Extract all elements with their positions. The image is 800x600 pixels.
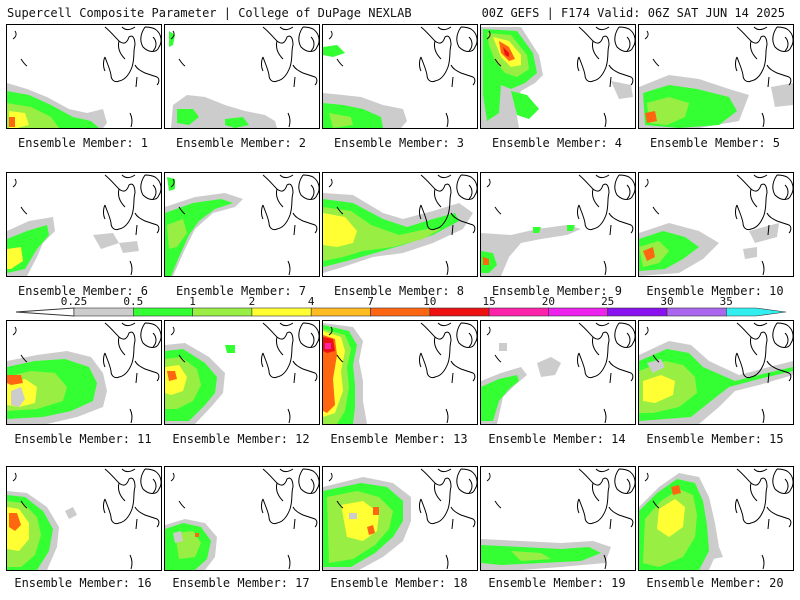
colorbar-bin	[666, 307, 727, 317]
map-panel	[164, 172, 320, 277]
colorbar-tick-label: 30	[660, 295, 674, 308]
colorbar-tick-label: 2	[248, 295, 256, 308]
member-label: Ensemble Member: 5	[649, 136, 781, 150]
member-label: Ensemble Member: 15	[646, 432, 784, 446]
colorbar-bin	[310, 307, 371, 317]
member-label: Ensemble Member: 2	[175, 136, 307, 150]
colorbar-bin	[370, 307, 431, 317]
scp-field-map	[323, 174, 477, 276]
colorbar-bin	[548, 307, 609, 317]
scp-field-map	[639, 468, 793, 570]
colorbar-tick-label: 4	[307, 295, 315, 308]
colorbar-tick-label: 20	[541, 295, 556, 308]
scp-field-map	[165, 322, 319, 424]
scp-field-map	[169, 26, 319, 128]
member-label: Ensemble Member: 8	[333, 284, 465, 298]
member-label: Ensemble Member: 7	[175, 284, 307, 298]
member-label: Ensemble Member: 6	[17, 284, 149, 298]
map-panel	[480, 24, 636, 129]
member-label: Ensemble Member: 9	[491, 284, 623, 298]
colorbar-tick-label: 15	[482, 295, 496, 308]
member-label: Ensemble Member: 3	[333, 136, 465, 150]
map-panel	[164, 466, 320, 571]
colorbar-tick-label: 0.5	[123, 295, 144, 308]
member-label: Ensemble Member: 19	[488, 576, 626, 590]
colorbar-under-tip	[15, 307, 75, 317]
color-scale-bar	[15, 307, 787, 317]
scp-field-map	[7, 468, 161, 570]
member-label: Ensemble Member: 14	[488, 432, 626, 446]
map-panel	[638, 24, 794, 129]
map-panel	[6, 172, 162, 277]
scp-field-map	[7, 26, 161, 128]
map-panel	[6, 466, 162, 571]
map-panel	[6, 320, 162, 425]
colorbar-tick-label: 35	[719, 295, 733, 308]
map-panel	[480, 172, 636, 277]
map-panel	[322, 172, 478, 277]
colorbar-tick-label: 1	[189, 295, 196, 308]
scp-field-map	[481, 174, 635, 276]
map-panel	[322, 466, 478, 571]
chart-title: Supercell Composite Parameter | College …	[7, 6, 412, 20]
map-panel	[322, 24, 478, 129]
map-panel	[164, 320, 320, 425]
member-label: Ensemble Member: 18	[330, 576, 468, 590]
colorbar-bin	[251, 307, 312, 317]
scp-field-map	[639, 174, 793, 276]
member-label: Ensemble Member: 10	[646, 284, 784, 298]
member-label: Ensemble Member: 11	[14, 432, 152, 446]
colorbar-tick-label: 25	[601, 295, 615, 308]
map-panel	[638, 466, 794, 571]
colorbar-tick-label: 10	[423, 295, 437, 308]
scp-field-map	[481, 26, 635, 128]
map-panel	[6, 24, 162, 129]
member-label: Ensemble Member: 12	[172, 432, 310, 446]
colorbar-tick-label: 7	[367, 295, 374, 308]
colorbar-bin	[488, 307, 549, 317]
member-label: Ensemble Member: 1	[17, 136, 149, 150]
scp-field-map	[7, 322, 161, 424]
member-label: Ensemble Member: 4	[491, 136, 623, 150]
scp-field-map	[481, 322, 635, 424]
scp-field-map	[165, 468, 319, 570]
member-label: Ensemble Member: 16	[14, 576, 152, 590]
colorbar-bin	[607, 307, 668, 317]
colorbar-bin	[192, 307, 253, 317]
map-panel	[638, 320, 794, 425]
colorbar-bin	[73, 307, 134, 317]
colorbar-tick-label: 0.25	[60, 295, 88, 308]
map-panel	[480, 466, 636, 571]
member-label: Ensemble Member: 17	[172, 576, 310, 590]
map-panel	[480, 320, 636, 425]
colorbar-bin	[133, 307, 193, 317]
member-label: Ensemble Member: 20	[646, 576, 784, 590]
scp-field-map	[323, 26, 477, 128]
scp-field-map	[639, 322, 793, 424]
valid-time: 00Z GEFS | F174 Valid: 06Z SAT JUN 14 20…	[481, 6, 785, 20]
scp-field-map	[165, 174, 319, 276]
scp-field-map	[7, 174, 161, 276]
scp-field-map	[481, 468, 635, 570]
map-panel	[322, 320, 478, 425]
colorbar-bin	[725, 307, 787, 317]
scp-field-map	[323, 468, 477, 570]
scp-field-map	[323, 322, 477, 424]
scp-field-map	[639, 26, 793, 128]
map-panel	[164, 24, 320, 129]
map-panel	[638, 172, 794, 277]
member-label: Ensemble Member: 13	[330, 432, 468, 446]
colorbar-bin	[429, 307, 490, 317]
